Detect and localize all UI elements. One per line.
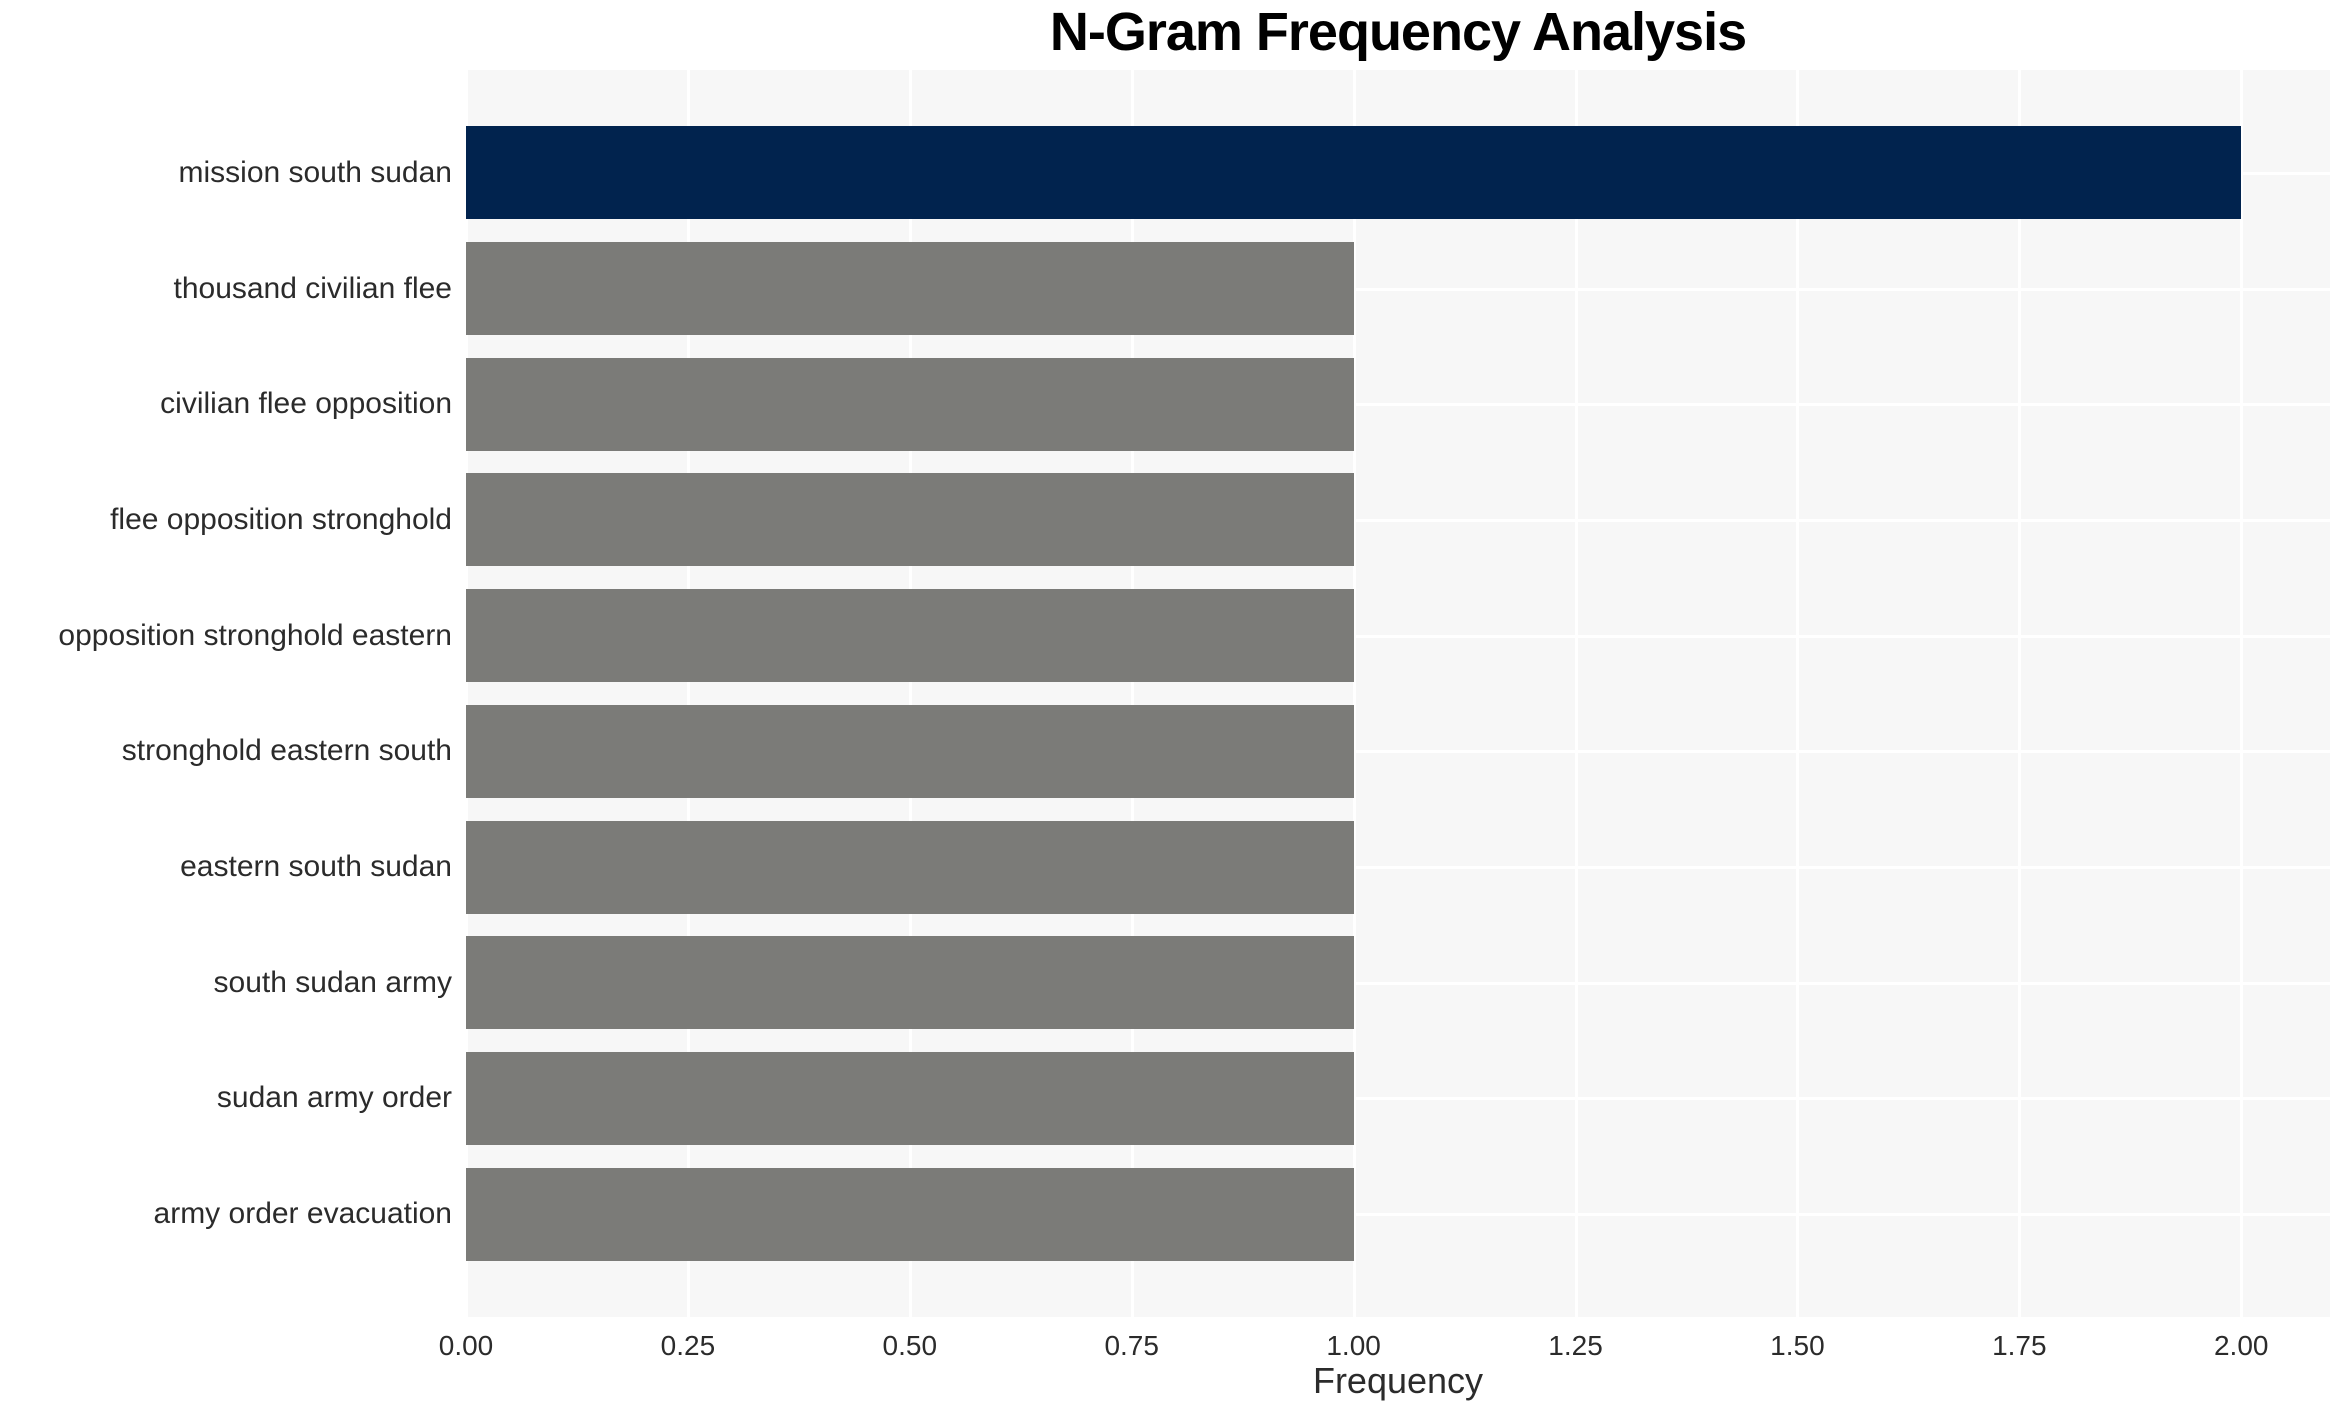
bar-eastern-south-sudan: [466, 821, 1354, 914]
h-gridline: [466, 750, 2330, 754]
h-gridline: [466, 403, 2330, 407]
y-tick-label: army order evacuation: [153, 1197, 452, 1230]
bar-thousand-civilian-flee: [466, 242, 1354, 335]
v-gridline: [1574, 70, 1578, 1317]
bar-army-order-evacuation: [466, 1168, 1354, 1261]
h-gridline: [466, 287, 2330, 291]
h-gridline: [466, 866, 2330, 870]
bar-sudan-army-order: [466, 1052, 1354, 1145]
v-gridline: [2018, 70, 2022, 1317]
chart-title: N-Gram Frequency Analysis: [1049, 2, 1747, 62]
x-axis-label: Frequency: [1312, 1360, 1484, 1401]
v-gridline: [1352, 70, 1356, 1317]
y-tick-label: stronghold eastern south: [121, 734, 452, 767]
x-tick-label: 0.00: [438, 1330, 494, 1361]
v-gridline: [1130, 70, 1134, 1317]
y-tick-label: mission south sudan: [178, 156, 453, 189]
v-gridline: [465, 70, 468, 1317]
plot-area: [465, 70, 2330, 1317]
bar-flee-opposition-stronghold: [466, 473, 1354, 566]
v-gridline: [686, 70, 690, 1317]
y-tick-label: flee opposition stronghold: [110, 503, 452, 536]
y-tick-label: eastern south sudan: [180, 850, 452, 883]
h-gridline: [466, 1213, 2330, 1217]
x-axis-tick-labels: 0.00 0.25 0.50 0.75 1.00 1.25 1.50 1.75 2.00: [439, 1330, 2330, 1370]
y-tick-label: civilian flee opposition: [160, 387, 452, 420]
x-tick-label: 0.25: [660, 1330, 716, 1361]
x-tick-label: 0.50: [882, 1330, 938, 1361]
h-gridline: [466, 634, 2330, 638]
y-tick-label: thousand civilian flee: [173, 272, 452, 305]
x-tick-label: 1.75: [1992, 1330, 2047, 1361]
x-tick-label: 0.75: [1104, 1330, 1159, 1361]
h-gridline: [466, 518, 2330, 522]
v-gridline: [2240, 70, 2244, 1317]
y-tick-label: opposition stronghold eastern: [58, 619, 452, 652]
y-tick-label: south sudan army: [213, 966, 452, 999]
bar-south-sudan-army: [466, 936, 1354, 1029]
x-tick-label: 1.25: [1548, 1330, 1603, 1361]
x-tick-label: 1.50: [1770, 1330, 1825, 1361]
h-gridline: [466, 1097, 2330, 1101]
v-gridline: [908, 70, 912, 1317]
bar-civilian-flee-opposition: [466, 358, 1354, 451]
bar-opposition-stronghold-eastern: [466, 589, 1354, 682]
y-tick-label: sudan army order: [216, 1081, 452, 1114]
h-gridline: [466, 981, 2330, 985]
bar-mission-south-sudan: [466, 126, 2242, 219]
x-tick-label: 1.00: [1326, 1330, 1381, 1361]
y-axis-tick-labels: mission south sudan thousand civilian fle…: [0, 70, 452, 1317]
bar-stronghold-eastern-south: [466, 705, 1354, 798]
v-gridline: [1796, 70, 1800, 1317]
x-tick-label: 2.00: [2213, 1330, 2269, 1361]
